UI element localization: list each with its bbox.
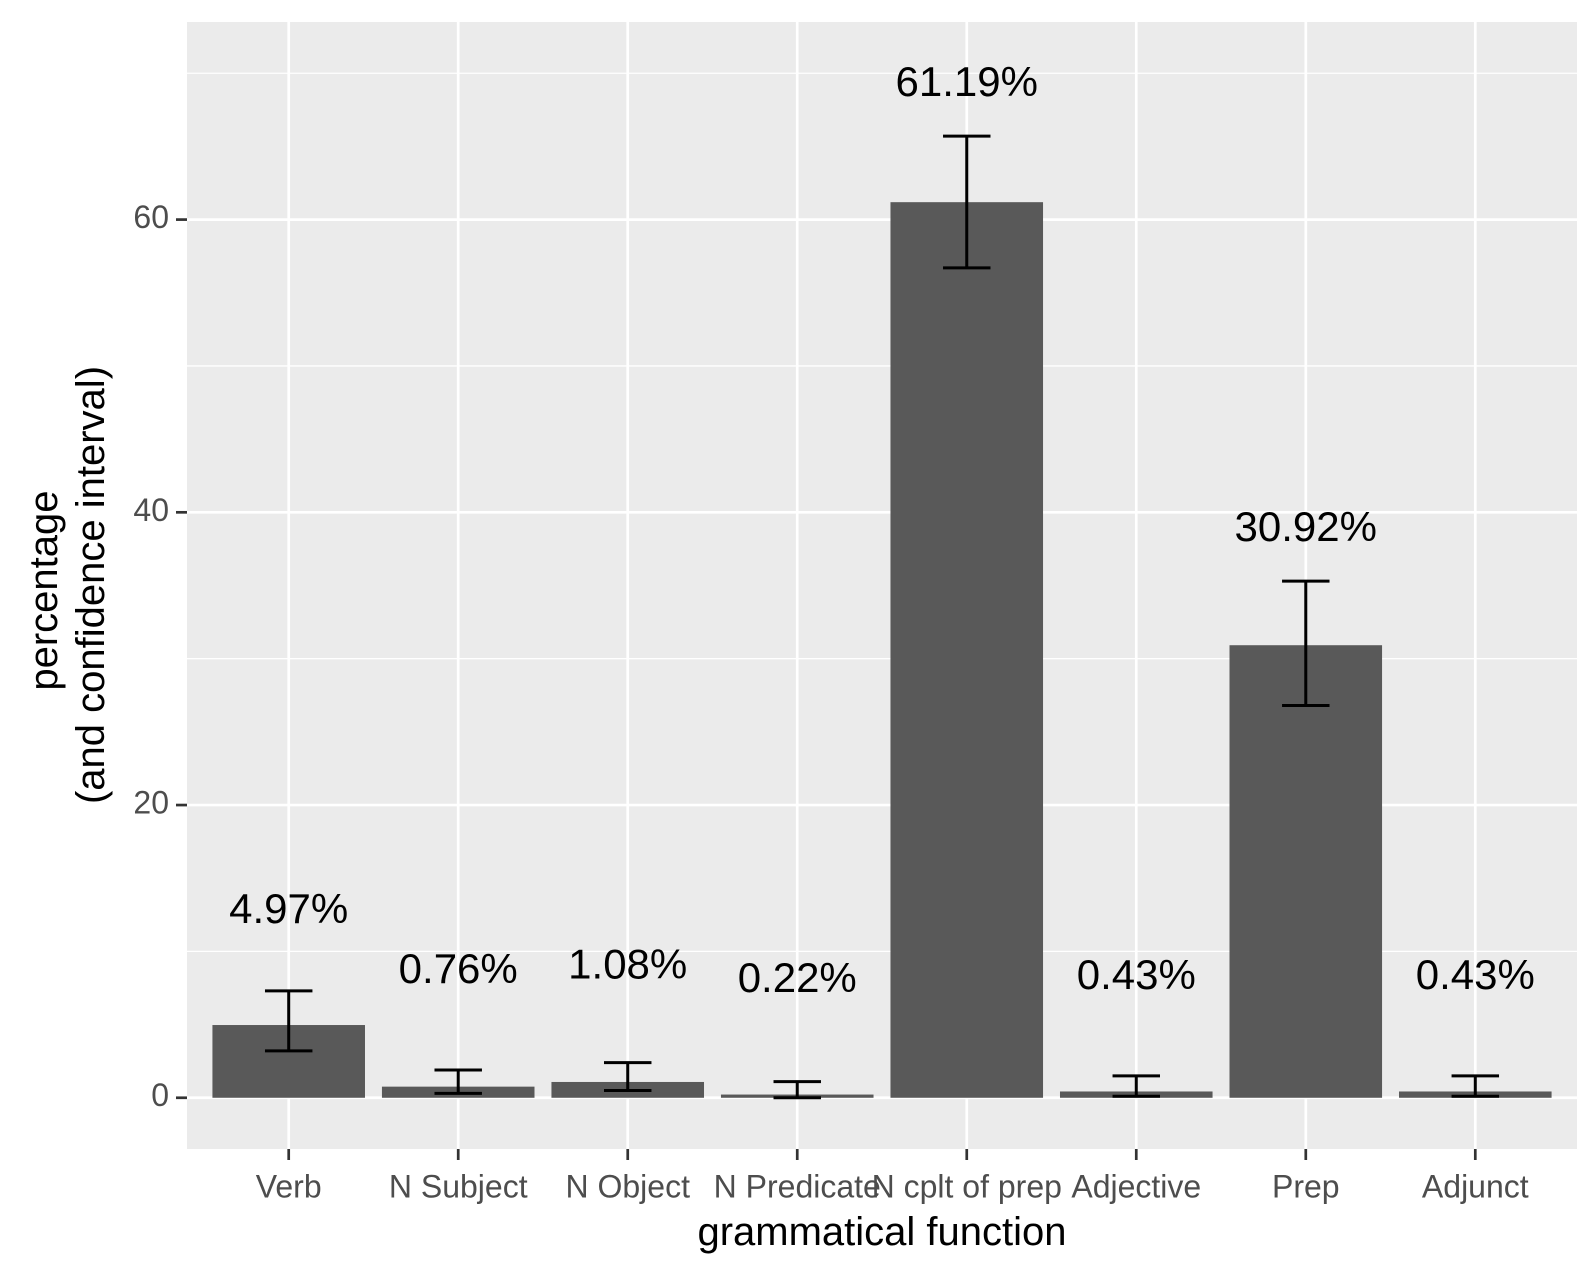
x-tick-label: N Object: [565, 1168, 690, 1204]
bar: [1229, 645, 1383, 1098]
x-tick-label: N cplt of prep: [872, 1168, 1062, 1204]
data-label: 0.43%: [1416, 951, 1535, 998]
x-tick-label: N Predicate: [714, 1168, 881, 1204]
y-axis-title: percentage (and confidence interval): [22, 366, 113, 804]
data-label: 0.43%: [1077, 951, 1196, 998]
y-tick-label: 20: [133, 784, 169, 820]
y-axis-title-line-1: percentage: [22, 490, 66, 690]
x-tick-label: Prep: [1272, 1168, 1340, 1204]
error-bars: [264, 134, 1500, 1100]
data-label: 0.76%: [399, 945, 518, 992]
x-axis-title: grammatical function: [697, 1210, 1066, 1254]
y-axis-title-line-2: (and confidence interval): [69, 366, 113, 804]
data-label: 61.19%: [896, 58, 1038, 105]
y-tick-label: 40: [133, 492, 169, 528]
data-labels: 4.97% 0.76% 1.08% 0.22% 61.19% 0.43% 30.92% 0.4…: [229, 58, 1535, 1001]
x-tick-label: Verb: [256, 1168, 322, 1204]
bar: [890, 202, 1044, 1098]
axes: 0 20 40 60 Verb N Subject N Object N PredicateN…: [133, 199, 1528, 1204]
data-label: 4.97%: [229, 885, 348, 932]
x-tick-label: N Subject: [389, 1168, 528, 1204]
y-tick-label: 60: [133, 199, 169, 235]
y-tick-label: 0: [151, 1077, 169, 1113]
bars: [212, 202, 1552, 1098]
x-tick-label: Adjective: [1071, 1168, 1201, 1204]
data-label: 0.22%: [738, 954, 857, 1001]
x-tick-label: Adjunct: [1422, 1168, 1529, 1204]
data-label: 30.92%: [1235, 503, 1377, 550]
data-label: 1.08%: [568, 941, 687, 988]
